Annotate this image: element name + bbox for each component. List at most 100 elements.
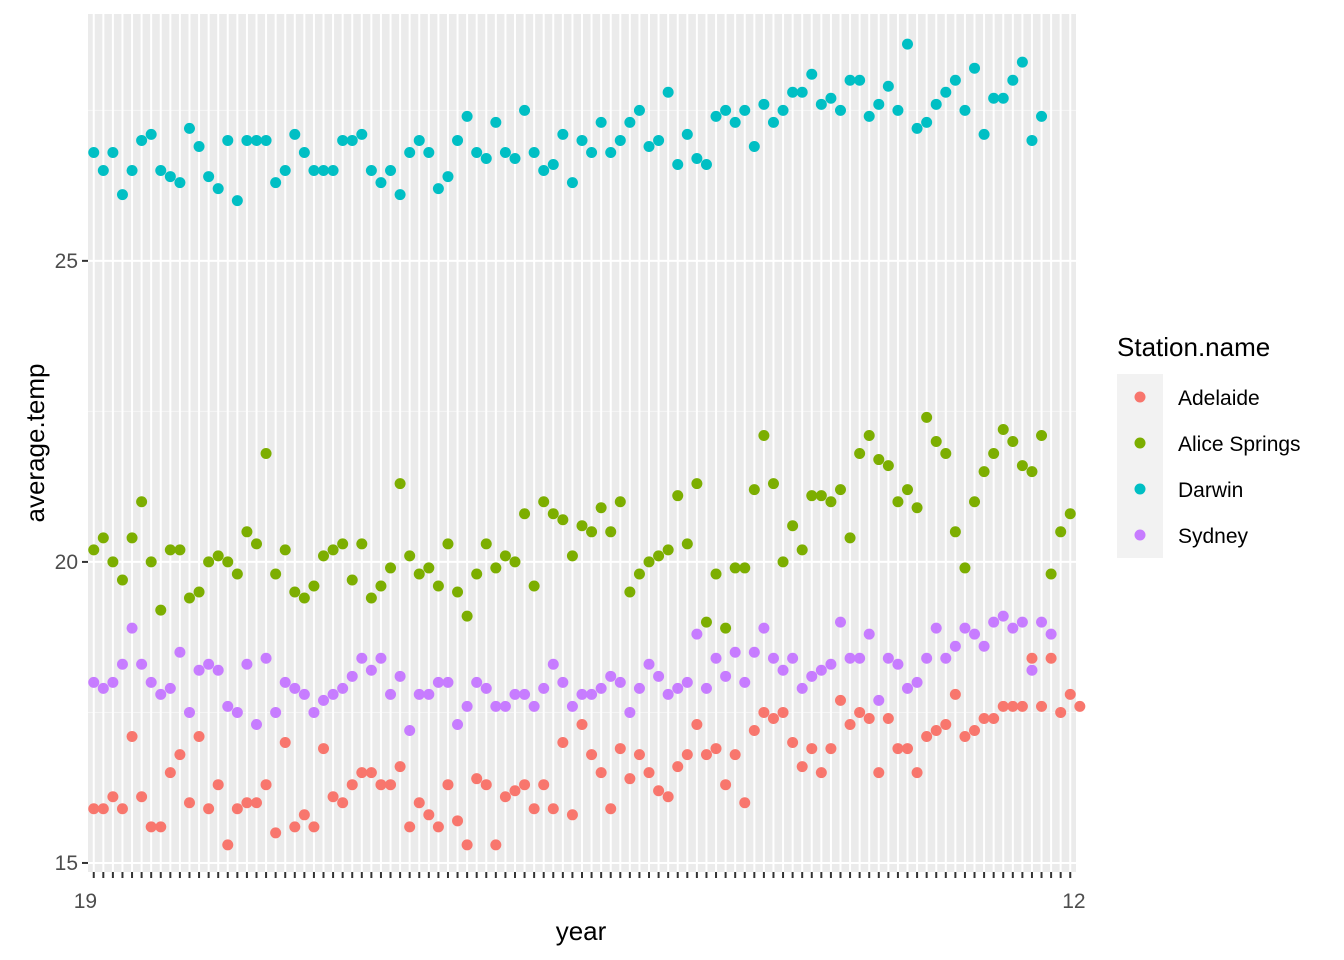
point-adelaide [739,797,751,809]
point-sydney [222,700,234,712]
point-adelaide [633,749,645,761]
x-tick-label: 19 [74,890,97,913]
point-darwin [969,62,981,74]
point-alice-springs [739,562,751,574]
legend-marker-adelaide [1134,391,1146,403]
point-adelaide [136,791,148,803]
point-alice-springs [969,496,981,508]
point-alice-springs [978,466,990,478]
point-alice-springs [88,544,100,556]
point-sydney [509,688,521,700]
legend-marker-darwin [1134,483,1146,495]
point-darwin [375,177,387,189]
point-sydney [566,700,578,712]
point-darwin [1016,56,1028,68]
point-sydney [241,658,253,670]
point-alice-springs [662,544,674,556]
point-alice-springs [231,568,243,580]
point-darwin [298,146,310,158]
point-sydney [452,718,464,730]
point-darwin [279,165,291,177]
point-alice-springs [126,532,138,544]
point-sydney [404,725,416,737]
point-sydney [308,706,320,718]
point-sydney [394,670,406,682]
point-sydney [231,706,243,718]
point-sydney [767,652,779,664]
point-alice-springs [566,550,578,562]
point-sydney [212,664,224,676]
point-sydney [270,706,282,718]
point-darwin [710,110,722,122]
point-darwin [509,153,521,165]
legend-label-darwin: Darwin [1178,479,1243,502]
point-alice-springs [748,484,760,496]
point-darwin [806,68,818,80]
point-adelaide [729,749,741,761]
point-darwin [595,116,607,128]
point-darwin [614,134,626,146]
point-sydney [739,676,751,688]
point-darwin [767,116,779,128]
point-alice-springs [432,580,444,592]
legend-title: Station.name [1117,332,1270,362]
point-sydney [576,688,588,700]
point-sydney [940,652,952,664]
point-darwin [145,128,157,140]
point-alice-springs [250,538,262,550]
point-adelaide [911,767,923,779]
point-alice-springs [796,544,808,556]
point-adelaide [394,761,406,773]
point-sydney [681,676,693,688]
point-sydney [174,646,186,658]
point-alice-springs [949,526,961,538]
point-alice-springs [298,592,310,604]
point-darwin [385,165,397,177]
point-sydney [547,658,559,670]
point-adelaide [777,706,789,718]
point-sydney [882,652,894,664]
point-adelaide [183,797,195,809]
point-alice-springs [116,574,128,586]
point-darwin [911,122,923,134]
point-alice-springs [183,592,195,604]
point-darwin [633,104,645,116]
point-sydney [375,652,387,664]
point-adelaide [614,743,626,755]
point-adelaide [203,803,215,815]
point-sydney [461,700,473,712]
point-sydney [672,682,684,694]
point-alice-springs [624,586,636,598]
point-adelaide [978,712,990,724]
point-alice-springs [136,496,148,508]
point-sydney [116,658,128,670]
legend: Station.name Adelaide Alice Springs Darwin… [1117,332,1301,558]
point-alice-springs [461,610,473,622]
point-sydney [586,688,598,700]
point-alice-springs [892,496,904,508]
point-adelaide [480,779,492,791]
point-alice-springs [279,544,291,556]
point-adelaide [930,725,942,737]
point-darwin [988,92,1000,104]
point-adelaide [863,712,875,724]
point-adelaide [595,767,607,779]
point-adelaide [97,803,109,815]
point-darwin [796,86,808,98]
point-darwin [174,177,186,189]
point-alice-springs [442,538,454,550]
point-alice-springs [519,508,531,520]
point-darwin [318,165,330,177]
point-alice-springs [193,586,205,598]
point-adelaide [576,718,588,730]
point-darwin [787,86,799,98]
point-sydney [298,688,310,700]
point-sydney [595,682,607,694]
point-darwin [337,134,349,146]
legend-label-adelaide: Adelaide [1178,387,1260,410]
point-darwin [700,159,712,171]
point-adelaide [796,761,808,773]
point-alice-springs [882,460,894,472]
point-alice-springs [643,556,655,568]
point-adelaide [806,743,818,755]
